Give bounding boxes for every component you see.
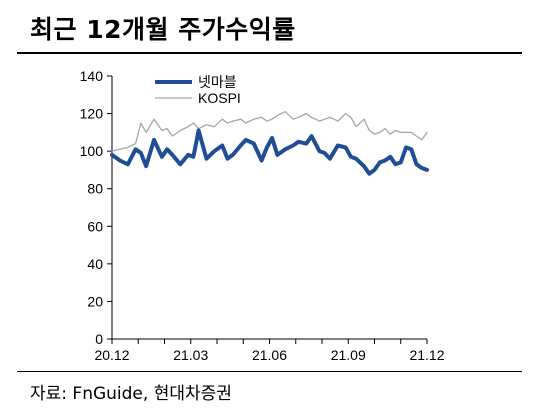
legend-label: KOSPI xyxy=(198,90,241,106)
y-tick-label: 80 xyxy=(87,181,103,197)
source-rule xyxy=(17,371,522,372)
y-tick-label: 0 xyxy=(95,331,103,347)
y-tick-label: 120 xyxy=(80,106,104,122)
series-line-benchmark xyxy=(111,111,428,152)
y-tick-label: 20 xyxy=(87,293,103,309)
series-line-primary xyxy=(110,128,429,176)
y-tick-label: 100 xyxy=(80,143,104,159)
source-note: 자료: FnGuide, 현대차증권 xyxy=(30,384,232,404)
y-axis: 0 20 40 60 80 100 120 140 xyxy=(80,68,113,347)
y-tick-label: 40 xyxy=(87,256,103,272)
y-tick-label: 140 xyxy=(80,68,104,84)
y-tick-label: 60 xyxy=(87,218,103,234)
x-tick-label: 21.09 xyxy=(331,347,366,363)
x-axis: 20.12 21.03 21.06 21.09 21.12 xyxy=(94,338,445,363)
legend-label: 넷마블 xyxy=(198,74,237,90)
x-tick-label: 21.12 xyxy=(409,347,444,363)
x-tick-label: 21.06 xyxy=(252,347,287,363)
x-tick-label: 21.03 xyxy=(173,347,208,363)
title-rule xyxy=(17,52,522,54)
x-tick-label: 20.12 xyxy=(94,347,129,363)
chart-title: 최근 12개월 주가수익률 xyxy=(30,15,296,44)
series-layer xyxy=(110,111,429,176)
